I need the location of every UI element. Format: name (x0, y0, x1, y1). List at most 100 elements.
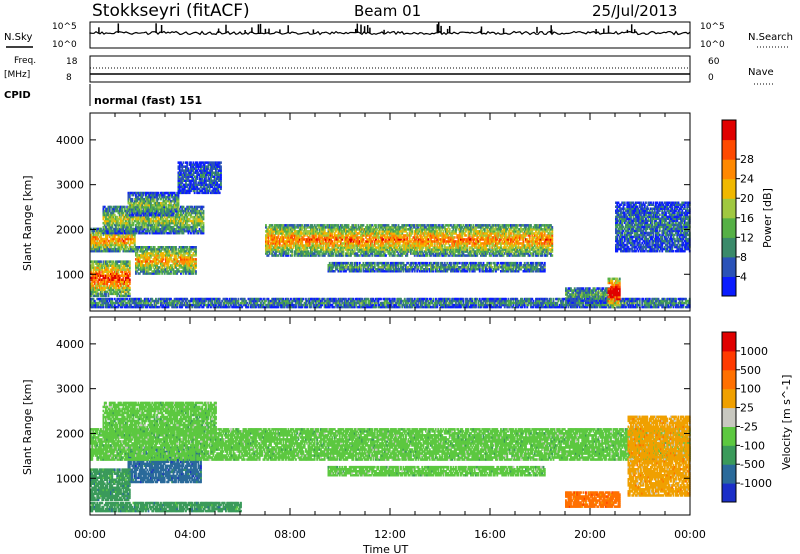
heatmap-cell (92, 249, 95, 253)
heatmap-cell (101, 282, 104, 286)
heatmap-cell (105, 264, 107, 267)
heatmap-cell (143, 256, 146, 259)
heatmap-cell (95, 290, 97, 294)
heatmap-cell (117, 239, 120, 243)
heatmap-cell (113, 233, 116, 237)
heatmap-cell (112, 260, 115, 263)
heatmap-cell (113, 266, 116, 269)
heatmap-cell (143, 272, 146, 275)
heatmap-cell (137, 266, 140, 269)
heatmap-cell (101, 286, 104, 290)
heatmap-cell (113, 235, 116, 239)
heatmap-cell (92, 260, 95, 263)
heatmap-cell (92, 233, 95, 237)
heatmap-cell (91, 262, 94, 265)
heatmap-cell (92, 262, 95, 265)
heatmap-cell (90, 278, 92, 281)
heatmap-cell (128, 264, 131, 267)
heatmap-cell (102, 247, 105, 251)
heatmap-cell (98, 227, 101, 231)
heatmap-cell (97, 245, 100, 249)
heatmap-cell (108, 262, 111, 265)
heatmap-cell (122, 290, 125, 294)
heatmap-cell (101, 290, 104, 294)
heatmap-cell (95, 272, 97, 275)
heatmap-cell (147, 272, 150, 275)
heatmap-cell (121, 272, 124, 275)
heatmap-cell (97, 278, 100, 281)
heatmap-cell (107, 288, 110, 292)
heatmap-cell (95, 284, 97, 288)
heatmap-cell (195, 246, 197, 249)
heatmap-cell (126, 237, 129, 241)
heatmap-cell (141, 246, 144, 249)
heatmap-cell (140, 246, 142, 249)
heatmap-cell (103, 264, 106, 267)
heatmap-cell (118, 266, 121, 269)
heatmap-cell (115, 286, 117, 290)
heatmap-cell (146, 258, 149, 261)
heatmap-cell (92, 280, 95, 283)
heatmap-cell (117, 237, 120, 241)
heatmap-cell (137, 264, 140, 267)
heatmap-cell (108, 249, 111, 253)
heatmap-cell (122, 241, 125, 245)
heatmap-cell (111, 268, 114, 271)
heatmap-cell (95, 260, 97, 263)
heatmap-cell (110, 278, 112, 281)
heatmap-cell (135, 272, 137, 275)
heatmap-cell (96, 227, 99, 231)
heatmap-cell (96, 233, 99, 237)
heatmap-cell (136, 260, 139, 263)
heatmap-cell (111, 247, 114, 251)
heatmap-cell (128, 268, 131, 271)
heatmap-cell (143, 270, 146, 273)
heatmap-cell (98, 229, 101, 233)
heatmap-cell (112, 288, 115, 292)
heatmap-cell (100, 274, 102, 277)
heatmap-cell (121, 262, 124, 265)
heatmap-cell (116, 233, 119, 237)
heatmap-cell (118, 243, 121, 247)
heatmap-cell (100, 280, 102, 283)
heatmap-cell (145, 258, 147, 261)
heatmap-cell (92, 292, 95, 296)
heatmap-cell (137, 246, 140, 249)
heatmap-cell (90, 270, 92, 273)
heatmap-cell (127, 268, 130, 271)
heatmap-cell (126, 276, 129, 279)
heatmap-cell (92, 288, 95, 292)
heatmap-cell (120, 294, 122, 298)
heatmap-cell (110, 280, 112, 283)
heatmap-cell (113, 286, 116, 290)
heatmap-cell (102, 274, 105, 277)
heatmap-cell (100, 239, 102, 243)
heatmap-cell (112, 282, 115, 286)
heatmap-cell (123, 264, 126, 267)
nsky-trace (89, 22, 691, 36)
heatmap-cell (127, 286, 130, 290)
heatmap-cell (90, 290, 92, 294)
heatmap-cell (107, 276, 110, 279)
heatmap-cell (105, 268, 107, 271)
heatmap-cell (93, 235, 96, 239)
heatmap-cell (136, 264, 139, 267)
heatmap-cell (91, 276, 94, 279)
heatmap-cell (121, 241, 124, 245)
heatmap-cell (112, 274, 115, 277)
heatmap-cell (130, 239, 132, 243)
heatmap-cell (127, 274, 130, 277)
heatmap-cell (112, 237, 115, 241)
heatmap-cell (136, 256, 139, 259)
heatmap-cell (146, 270, 149, 273)
heatmap-cell (97, 288, 100, 292)
heatmap-cell (112, 239, 115, 243)
heatmap-cell (110, 237, 112, 241)
heatmap-cell (112, 249, 115, 253)
heatmap-cell (97, 272, 100, 275)
heatmap-cell (106, 237, 109, 241)
heatmap-cell (121, 270, 124, 273)
heatmap-cell (98, 292, 101, 296)
heatmap-cell (115, 292, 117, 296)
heatmap-cell (116, 249, 119, 253)
